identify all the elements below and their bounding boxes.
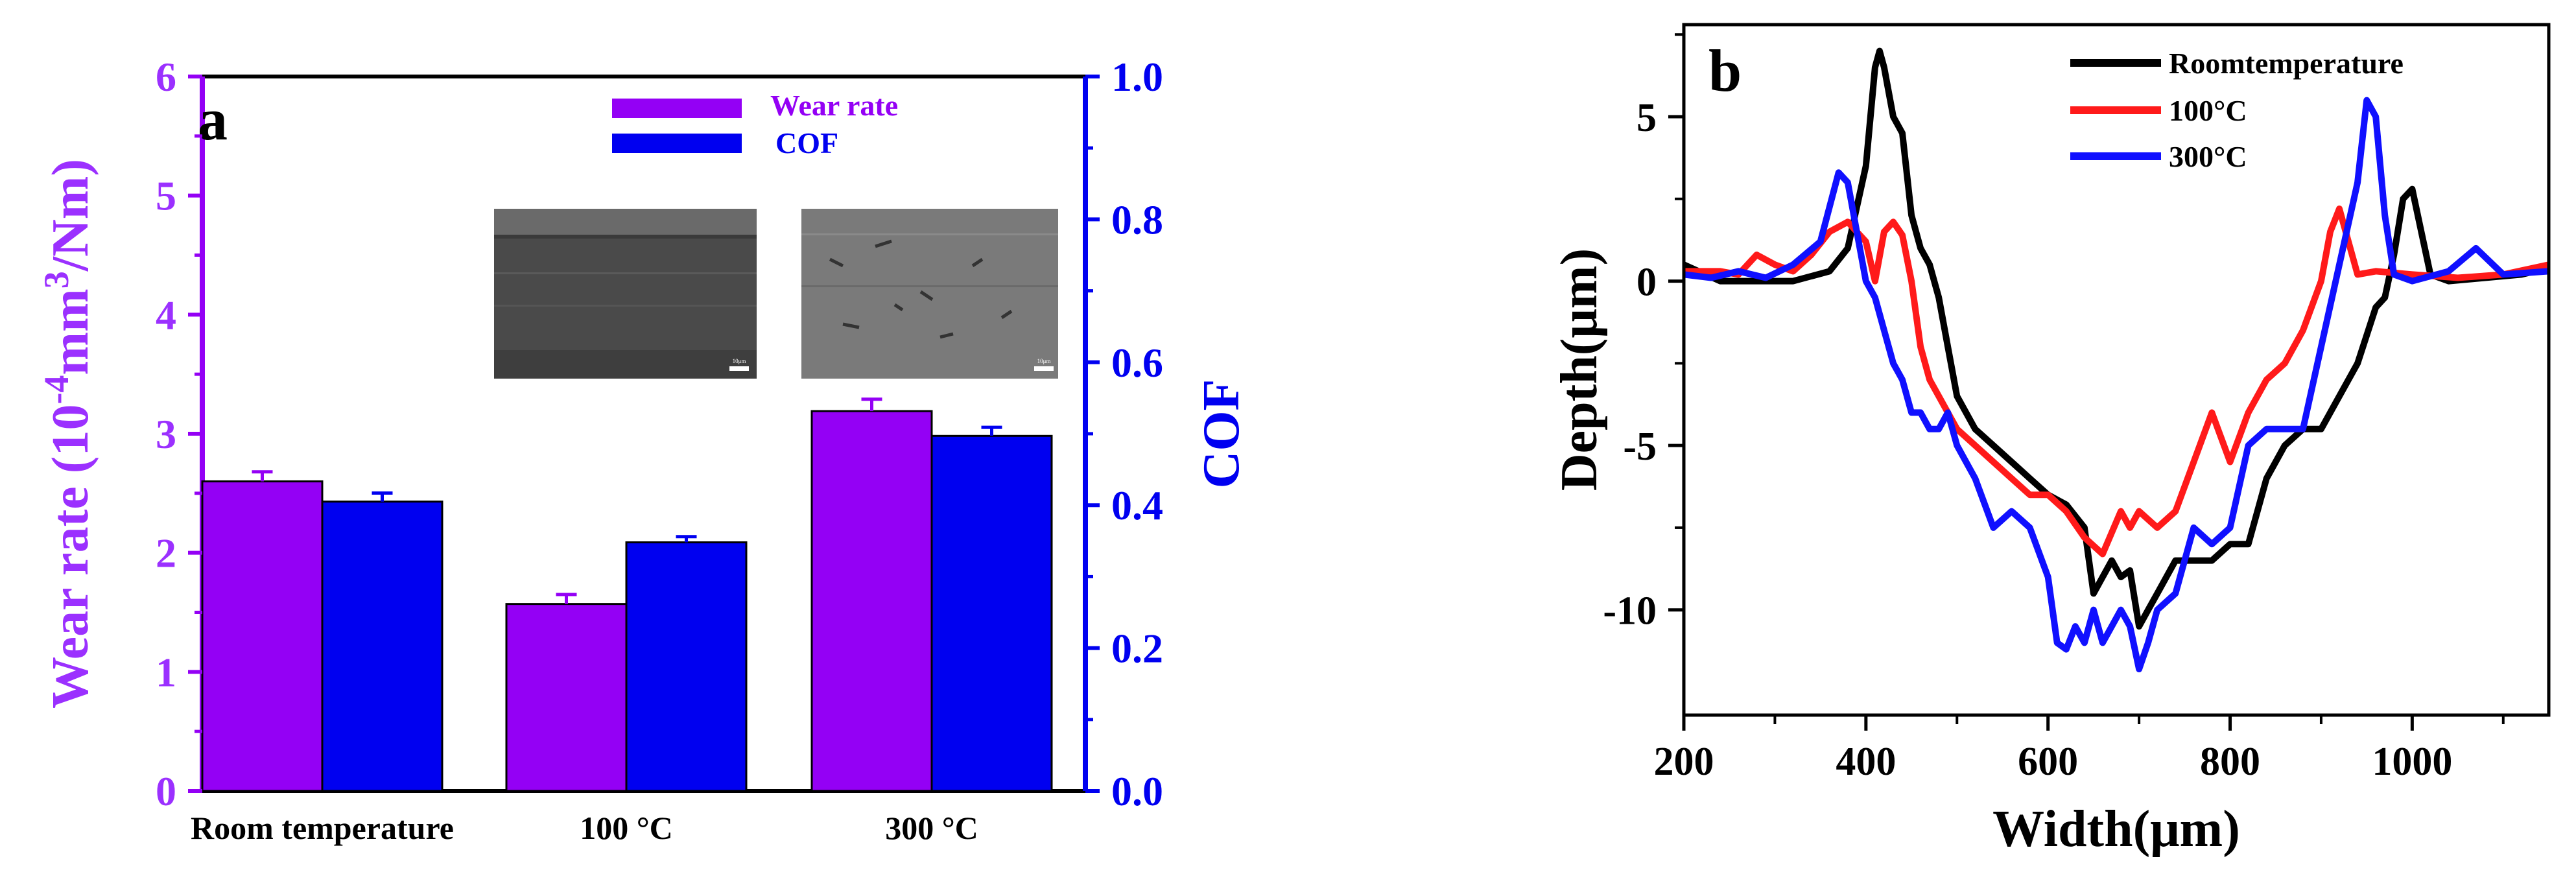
x-tick-label: 400 [1836, 740, 1896, 784]
bar-wear-rate-room-temperature [201, 480, 324, 792]
error-bar-wear-rate-100-c [556, 593, 577, 604]
right-tick-label: 0.6 [1111, 340, 1163, 386]
line-roomtemperature [1682, 47, 2550, 630]
sem-wear-track-300C: 10μm [801, 209, 1058, 379]
y-tick-label: -5 [1623, 425, 1657, 469]
right-tick-label: 0.4 [1111, 482, 1163, 528]
bar-cof-300-c [930, 434, 1053, 792]
bar-cof-100-c [625, 541, 748, 792]
panel-b-legend: Roomtemperature 100°C 300°C [2070, 47, 2404, 173]
error-bar-wear-rate-room-temperature [252, 470, 273, 482]
panel-b: b Roomtemperature 100°C 300°C 200 400 600 8… [1551, 23, 2551, 858]
panel-b-label: b [1708, 38, 1742, 104]
left-tick-label: 4 [156, 292, 176, 338]
right-tick-label: 0.0 [1111, 768, 1163, 814]
panel-b-y-axis-title: Depth(μm) [1551, 248, 1608, 491]
error-bar-wear-rate-300-c [861, 397, 882, 412]
legend-label-100c: 100°C [2169, 94, 2247, 127]
panel-a: a 10μm 10μm Wear rate COF [37, 54, 1250, 846]
panel-b-x-ticks: 200 400 600 800 1000 [1654, 715, 2505, 784]
left-tick-label: 6 [156, 54, 176, 100]
legend-swatch-cof [612, 134, 742, 153]
legend-label-roomtemperature: Roomtemperature [2169, 47, 2404, 80]
panel-b-x-axis-title: Width(μm) [1992, 801, 2240, 858]
bar-wear-rate-300-c [810, 410, 933, 792]
left-tick-label: 3 [156, 411, 176, 457]
panel-a-bars [201, 397, 1053, 792]
panel-a-right-ticks: 0.0 0.2 0.4 0.6 0.8 1.0 [1085, 54, 1163, 814]
panel-a-label: a [198, 86, 228, 152]
left-tick-label: 1 [156, 649, 176, 695]
left-tick-label: 2 [156, 530, 176, 576]
error-bar-cof-300-c [981, 425, 1002, 436]
category-label-300-c: 300 °C [885, 810, 978, 846]
right-tick-label: 1.0 [1111, 54, 1163, 100]
line-100-c [1684, 206, 2550, 558]
panel-a-legend: Wear rate COF [612, 89, 898, 159]
y-tick-label: -10 [1603, 589, 1657, 633]
y-tick-label: 5 [1637, 96, 1657, 140]
x-tick-label: 1000 [2372, 740, 2452, 784]
panel-b-y-ticks: 5 0 -5 -10 [1603, 33, 1684, 633]
panel-a-left-ticks: 0 1 2 3 4 5 6 [156, 54, 202, 814]
panel-a-left-axis-title: Wear rate (10-4mm3/Nm) [37, 159, 99, 709]
bar-cof-room-temperature [321, 501, 443, 792]
left-tick-label: 0 [156, 768, 176, 814]
panel-a-category-labels: Room temperature 100 °C 300 °C [191, 810, 978, 846]
y-tick-label: 0 [1637, 261, 1657, 305]
error-bar-cof-100-c [676, 535, 697, 543]
error-bar-cof-room-temperature [372, 491, 393, 502]
bar-wear-rate-100-c [505, 603, 628, 792]
right-tick-label: 0.8 [1111, 196, 1163, 242]
x-tick-label: 200 [1654, 740, 1714, 784]
category-label-room-temperature: Room temperature [191, 810, 454, 846]
legend-swatch-wear-rate [612, 99, 742, 118]
scale-bar-label-1: 10μm [733, 358, 746, 364]
panel-b-frame [1682, 23, 2551, 717]
x-tick-label: 600 [2018, 740, 2078, 784]
panel-a-right-axis-title: COF [1193, 379, 1250, 489]
line-300-c [1683, 97, 2549, 672]
sem-wear-track-100C: 10μm [494, 209, 757, 379]
x-tick-label: 800 [2200, 740, 2260, 784]
right-tick-label: 0.2 [1111, 626, 1163, 672]
left-tick-label: 5 [156, 173, 176, 219]
scale-bar-label-2: 10μm [1037, 358, 1051, 364]
legend-label-wear-rate: Wear rate [770, 89, 898, 122]
legend-label-300c: 300°C [2169, 140, 2247, 173]
panel-b-lines [1682, 47, 2550, 672]
category-label-100-c: 100 °C [580, 810, 673, 846]
legend-label-cof: COF [775, 126, 838, 159]
